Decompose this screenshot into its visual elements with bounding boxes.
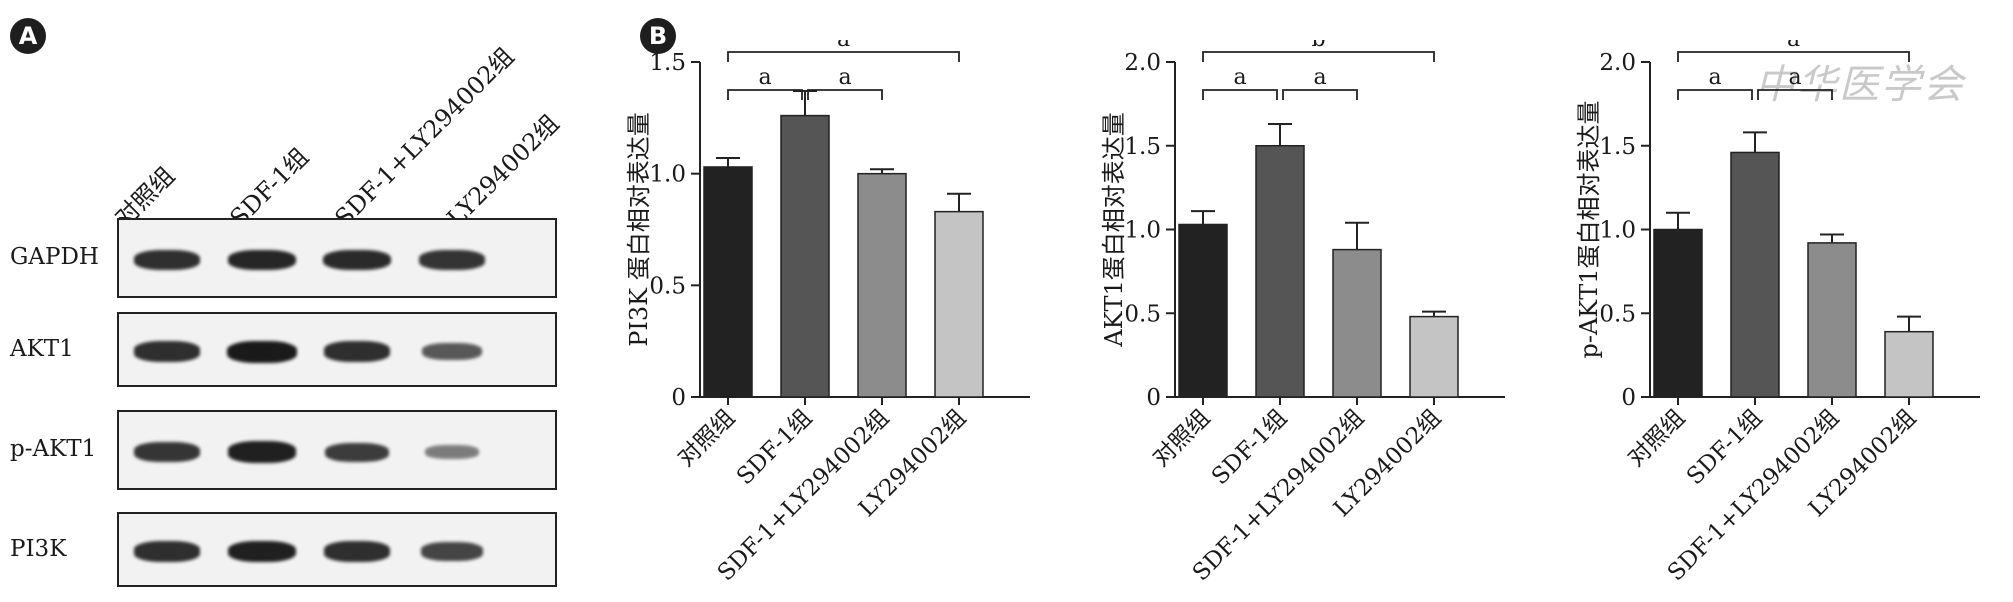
bar	[703, 166, 753, 398]
significance-bracket	[1202, 89, 1278, 100]
significance-label: a	[837, 40, 850, 52]
chart-akt1: 00.51.01.52.0AKT1蛋白相对表达量对照组SDF-1组SDF-1+L…	[1100, 40, 1505, 586]
blot-band	[133, 541, 201, 562]
bar	[934, 210, 984, 398]
y-tick-label: 0.5	[1124, 301, 1161, 327]
y-tick-label: 1.5	[1124, 134, 1161, 160]
blot-strip	[117, 410, 557, 490]
y-axis-label: PI3K 蛋白相对表达量	[625, 112, 653, 346]
blot-strip	[117, 218, 557, 298]
significance-bracket	[1757, 89, 1833, 100]
y-tick-label: 0.5	[1599, 301, 1636, 327]
bar	[1178, 223, 1228, 398]
blot-strip	[117, 512, 557, 587]
y-axis-label: p-AKT1蛋白相对表达量	[1575, 100, 1603, 358]
y-tick-label: 1.5	[1599, 134, 1636, 160]
watermark: 中华医学会	[1755, 62, 1965, 108]
y-tick-label: 1.0	[649, 162, 686, 188]
bar	[780, 114, 830, 398]
y-tick-label: 1.0	[1599, 218, 1636, 244]
significance-label: a	[1313, 65, 1326, 90]
panel-label-b: B	[640, 18, 676, 54]
panel-label-a: A	[10, 18, 46, 54]
significance-bracket	[1202, 51, 1435, 62]
significance-label: a	[1787, 40, 1800, 52]
y-tick-label: 1.0	[1124, 218, 1161, 244]
significance-bracket	[807, 89, 883, 100]
significance-label: a	[758, 65, 771, 90]
x-tick-label: 对照组	[1148, 405, 1215, 472]
bar	[1332, 248, 1382, 398]
blot-band	[425, 445, 479, 459]
significance-bracket	[1282, 89, 1358, 100]
bar	[1255, 145, 1305, 398]
blot-row-label: AKT1	[10, 335, 74, 362]
blot-row-label: PI3K	[10, 535, 67, 562]
blot-band	[420, 542, 484, 561]
bar	[1807, 242, 1857, 398]
blot-band	[422, 343, 482, 360]
bar	[857, 172, 907, 398]
y-tick-label: 0	[671, 385, 686, 411]
blot-row-label: p-AKT1	[10, 436, 97, 462]
y-tick-label: 2.0	[1599, 50, 1636, 76]
significance-label: a	[838, 65, 851, 90]
bar	[1409, 315, 1459, 398]
significance-label: a	[1233, 65, 1246, 90]
y-tick-label: 0	[1621, 385, 1636, 411]
significance-bracket	[727, 89, 803, 100]
blot-band	[323, 541, 391, 562]
blot-band	[227, 441, 297, 463]
blot-band	[227, 540, 297, 563]
y-axis-label: AKT1蛋白相对表达量	[1100, 112, 1128, 348]
blot-strip	[117, 312, 557, 387]
blot-band	[133, 341, 201, 362]
x-tick-label: 对照组	[673, 405, 740, 472]
y-tick-label: 0.5	[649, 273, 686, 299]
significance-bracket	[727, 51, 960, 62]
blot-band	[325, 442, 389, 462]
x-tick-label: 对照组	[1623, 405, 1690, 472]
significance-bracket	[1677, 89, 1753, 100]
bar	[1884, 330, 1934, 398]
blot-row-label: GAPDH	[10, 244, 99, 270]
blot-band	[134, 442, 200, 462]
blot-band	[133, 249, 201, 271]
y-tick-label: 1.5	[649, 50, 686, 76]
blot-band	[227, 340, 297, 363]
blot-band	[228, 249, 296, 271]
y-tick-label: 0	[1146, 385, 1161, 411]
y-tick-label: 2.0	[1124, 50, 1161, 76]
blot-band	[419, 250, 485, 270]
significance-label: a	[1788, 65, 1801, 90]
blot-band	[323, 249, 391, 271]
significance-bracket	[1677, 51, 1910, 62]
chart-p-akt1: 00.51.01.52.0p-AKT1蛋白相对表达量对照组SDF-1组SDF-1…	[1575, 40, 1980, 586]
blot-band	[323, 341, 391, 362]
significance-label: b	[1311, 40, 1325, 52]
significance-label: a	[1708, 65, 1721, 90]
bar	[1730, 151, 1780, 398]
bar	[1653, 228, 1703, 398]
